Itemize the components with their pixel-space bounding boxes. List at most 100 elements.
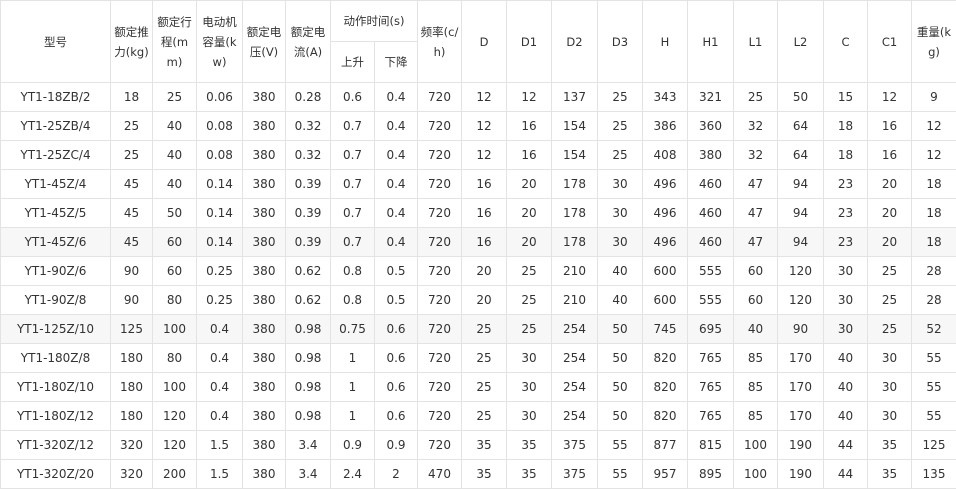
value-cell: 30 [867,343,912,373]
value-cell: 380 [242,372,286,402]
value-cell: 44 [823,459,868,489]
value-cell: 100 [733,430,778,460]
value-cell: 470 [417,459,462,489]
value-cell: 85 [733,372,778,402]
value-cell: 2.4 [330,459,375,489]
value-cell: 18 [823,140,868,170]
value-cell: 50 [597,401,643,431]
value-cell: 25 [461,401,507,431]
value-cell: 125 [110,314,153,344]
value-cell: 0.32 [285,140,331,170]
value-cell: 0.4 [374,111,418,141]
value-cell: 60 [733,285,778,315]
value-cell: 55 [597,430,643,460]
value-cell: 0.6 [374,372,418,402]
value-cell: 460 [687,227,734,257]
table-row: YT1-18ZB/2 18 25 0.06 380 0.28 0.6 0.4 720 12 12 13… [0,82,956,112]
value-cell: 55 [911,401,956,431]
value-cell: 30 [506,372,552,402]
value-cell: 90 [777,314,824,344]
value-cell: 0.39 [285,198,331,228]
value-cell: 180 [110,372,153,402]
value-cell: 380 [242,256,286,286]
value-cell: 380 [242,401,286,431]
value-cell: 0.06 [196,82,243,112]
value-cell: 30 [823,256,868,286]
value-cell: 30 [597,169,643,199]
value-cell: 496 [642,169,688,199]
value-cell: 85 [733,343,778,373]
header-cell: 型号 [0,0,111,83]
value-cell: 50 [777,82,824,112]
value-cell: 210 [551,285,598,315]
value-cell: 380 [687,140,734,170]
value-cell: 720 [417,198,462,228]
value-cell: 20 [867,198,912,228]
header-cell: 额定电流(A) [285,0,331,83]
value-cell: 0.28 [285,82,331,112]
value-cell: 47 [733,227,778,257]
model-cell: YT1-45Z/5 [0,198,111,228]
value-cell: 765 [687,401,734,431]
value-cell: 16 [867,111,912,141]
value-cell: 25 [867,256,912,286]
value-cell: 60 [733,256,778,286]
value-cell: 20 [461,285,507,315]
value-cell: 1.5 [196,459,243,489]
value-cell: 90 [110,256,153,286]
value-cell: 30 [823,314,868,344]
value-cell: 0.08 [196,111,243,141]
value-cell: 25 [461,372,507,402]
value-cell: 60 [152,256,197,286]
table-row: YT1-25ZC/4 25 40 0.08 380 0.32 0.7 0.4 720 12 16 15… [0,140,956,170]
value-cell: 170 [777,343,824,373]
value-cell: 254 [551,343,598,373]
value-cell: 30 [597,198,643,228]
value-cell: 0.7 [330,227,375,257]
model-cell: YT1-180Z/10 [0,372,111,402]
value-cell: 60 [152,227,197,257]
value-cell: 40 [597,256,643,286]
value-cell: 23 [823,169,868,199]
value-cell: 52 [911,314,956,344]
value-cell: 120 [152,401,197,431]
header-cell: H1 [687,0,734,83]
table-row: YT1-25ZB/4 25 40 0.08 380 0.32 0.7 0.4 720 12 16 15… [0,111,956,141]
value-cell: 47 [733,169,778,199]
value-cell: 877 [642,430,688,460]
value-cell: 321 [687,82,734,112]
value-cell: 1 [330,372,375,402]
value-cell: 16 [867,140,912,170]
value-cell: 32 [733,111,778,141]
value-cell: 12 [461,111,507,141]
value-cell: 25 [867,285,912,315]
value-cell: 94 [777,198,824,228]
value-cell: 120 [777,256,824,286]
model-cell: YT1-25ZB/4 [0,111,111,141]
value-cell: 18 [823,111,868,141]
header-cell: D3 [597,0,643,83]
value-cell: 47 [733,198,778,228]
model-cell: YT1-320Z/12 [0,430,111,460]
value-cell: 3.4 [285,430,331,460]
value-cell: 15 [823,82,868,112]
header-cell: L1 [733,0,778,83]
value-cell: 0.4 [196,401,243,431]
value-cell: 12 [867,82,912,112]
header-cell: 下降 [374,41,418,83]
header-cell: D1 [506,0,552,83]
value-cell: 0.39 [285,227,331,257]
header-cell: L2 [777,0,824,83]
model-cell: YT1-45Z/4 [0,169,111,199]
value-cell: 3.4 [285,459,331,489]
model-cell: YT1-18ZB/2 [0,82,111,112]
value-cell: 0.4 [196,372,243,402]
value-cell: 25 [506,256,552,286]
value-cell: 125 [911,430,956,460]
value-cell: 45 [110,227,153,257]
value-cell: 80 [152,343,197,373]
value-cell: 30 [867,372,912,402]
value-cell: 380 [242,343,286,373]
model-cell: YT1-125Z/10 [0,314,111,344]
